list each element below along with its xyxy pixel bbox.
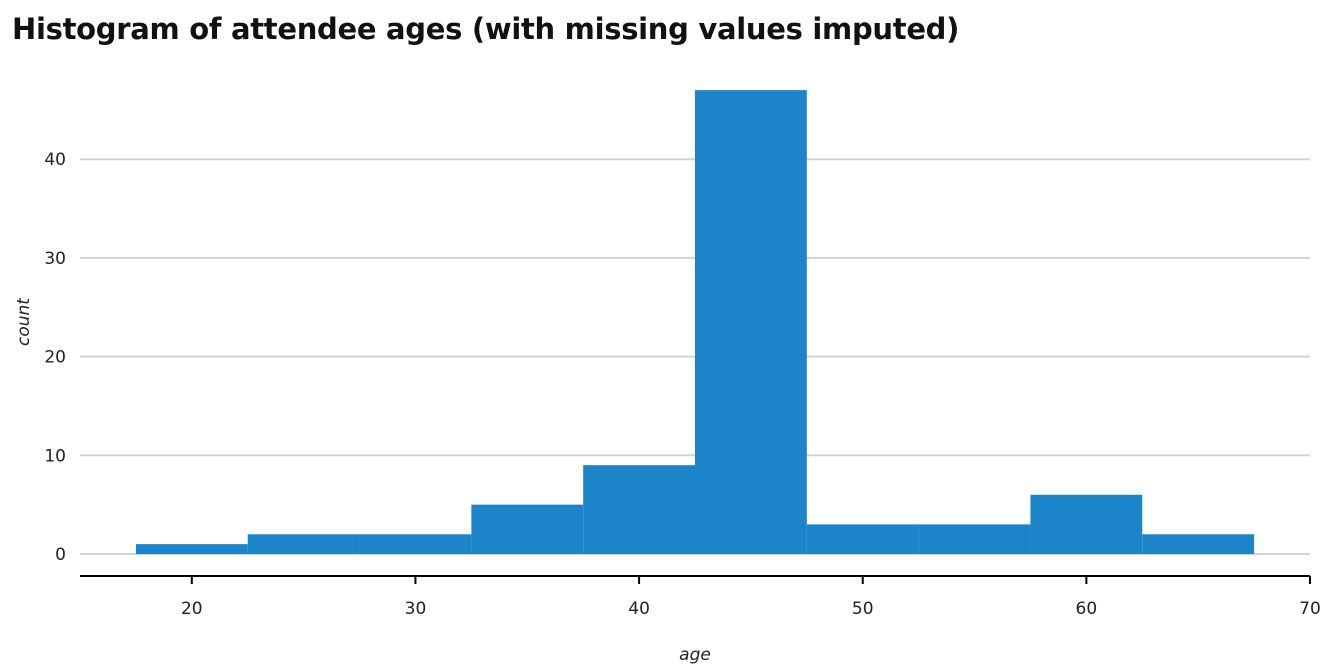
- histogram-bar: [695, 90, 807, 555]
- y-tick-label: 20: [44, 348, 66, 368]
- y-axis-title: count: [14, 297, 34, 346]
- x-tick-label: 70: [1299, 599, 1321, 619]
- x-tick-label: 20: [181, 599, 203, 619]
- histogram-bar: [1142, 534, 1255, 554]
- x-tick-label: 50: [852, 599, 874, 619]
- histogram-bar: [806, 524, 919, 554]
- y-tick-label: 40: [44, 150, 66, 170]
- y-tick-label: 30: [44, 249, 66, 269]
- chart-title: Histogram of attendee ages (with missing…: [12, 12, 960, 46]
- x-axis-title: age: [679, 645, 711, 665]
- histogram-bar: [247, 534, 360, 554]
- y-tick-label: 10: [44, 446, 66, 466]
- histogram-bar: [1030, 494, 1143, 554]
- histogram-bar: [135, 544, 248, 554]
- histogram-bar: [918, 524, 1031, 554]
- histogram-bar: [359, 534, 472, 554]
- x-tick-label: 40: [628, 599, 650, 619]
- x-tick-label: 30: [405, 599, 427, 619]
- y-tick-label: 0: [55, 545, 66, 565]
- x-tick-label: 60: [1076, 599, 1098, 619]
- histogram-bars: [135, 90, 1255, 555]
- histogram-bar: [471, 504, 584, 554]
- axes: 0 10 20 30 40 20 30 40 50 60 70: [44, 150, 1320, 619]
- histogram-bar: [583, 465, 695, 554]
